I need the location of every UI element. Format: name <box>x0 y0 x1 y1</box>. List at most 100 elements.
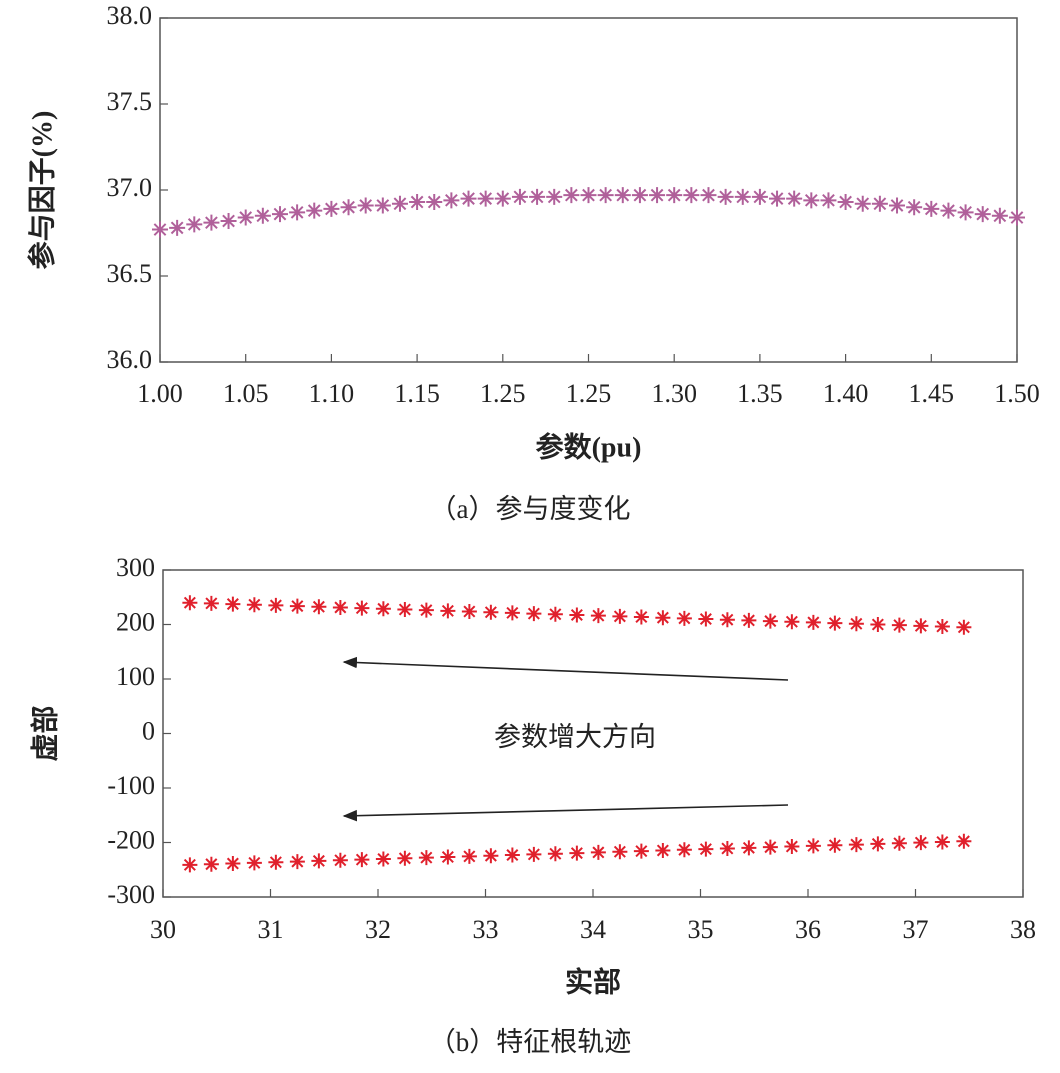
x-tick-label: 30 <box>150 915 176 944</box>
marker <box>803 192 820 209</box>
marker <box>311 853 327 869</box>
marker <box>870 836 886 852</box>
marker <box>923 200 940 217</box>
marker <box>891 835 907 851</box>
marker <box>526 846 542 862</box>
marker <box>461 848 477 864</box>
marker <box>649 187 666 204</box>
annotation: 参数增大方向 <box>494 722 656 752</box>
marker <box>354 852 370 868</box>
marker <box>182 857 198 873</box>
marker <box>494 190 511 207</box>
y-tick-label: -300 <box>107 880 155 909</box>
marker <box>870 617 886 632</box>
marker <box>426 194 443 211</box>
marker <box>182 595 198 611</box>
x-tick-label: 38 <box>1010 915 1036 944</box>
marker <box>854 195 871 212</box>
marker <box>440 849 456 865</box>
marker <box>614 187 631 204</box>
marker <box>940 202 957 219</box>
marker <box>268 854 284 870</box>
marker <box>440 603 456 619</box>
marker <box>957 204 974 221</box>
marker <box>786 190 803 207</box>
marker <box>871 195 888 212</box>
marker <box>597 187 614 204</box>
marker <box>891 617 907 633</box>
marker <box>700 187 717 204</box>
marker <box>504 847 520 863</box>
marker <box>563 187 580 204</box>
marker <box>698 611 714 627</box>
x-tick-label: 1.10 <box>309 379 355 408</box>
x-tick-label: 1.35 <box>737 379 783 408</box>
marker <box>461 604 477 620</box>
marker <box>827 837 843 853</box>
marker <box>220 212 237 229</box>
marker <box>655 842 671 858</box>
x-tick-label: 36 <box>795 915 821 944</box>
marker <box>612 608 628 624</box>
x-tick-label: 32 <box>365 915 391 944</box>
marker <box>666 187 683 204</box>
marker <box>889 197 906 214</box>
marker <box>254 207 271 224</box>
direction-arrow <box>342 804 789 822</box>
marker <box>477 190 494 207</box>
x-tick-label: 34 <box>580 915 606 944</box>
marker <box>974 206 991 223</box>
x-tick-label: 31 <box>258 915 284 944</box>
marker <box>784 614 800 630</box>
marker <box>590 844 606 860</box>
marker <box>734 188 751 205</box>
marker <box>820 192 837 209</box>
marker <box>460 190 477 207</box>
marker <box>934 834 950 850</box>
direction-arrow <box>342 656 789 681</box>
marker <box>203 595 219 611</box>
marker <box>698 841 714 857</box>
marker <box>225 596 241 612</box>
marker <box>397 850 413 866</box>
marker <box>751 188 768 205</box>
marker <box>306 202 323 219</box>
marker <box>375 601 391 617</box>
marker <box>332 852 348 868</box>
y-axis-label: 参与因子(%) <box>25 111 58 270</box>
marker <box>956 833 972 849</box>
marker <box>633 843 649 859</box>
marker <box>784 839 800 855</box>
marker <box>332 599 348 615</box>
marker <box>289 598 305 614</box>
y-tick-label: 36.0 <box>107 345 153 374</box>
x-axis-label: 参数(pu) <box>536 430 642 463</box>
y-tick-label: 38.0 <box>107 1 153 30</box>
marker <box>934 619 950 635</box>
marker <box>547 606 563 622</box>
y-tick-label: 300 <box>116 553 155 582</box>
x-tick-label: 33 <box>473 915 499 944</box>
marker <box>354 600 370 616</box>
marker <box>805 838 821 854</box>
marker <box>186 216 203 233</box>
marker <box>631 187 648 204</box>
y-tick-label: 37.5 <box>107 87 153 116</box>
marker <box>837 194 854 211</box>
marker <box>913 835 929 851</box>
marker <box>169 219 186 236</box>
marker <box>152 221 168 238</box>
marker <box>246 855 262 871</box>
marker <box>374 197 391 214</box>
marker <box>741 612 757 628</box>
marker <box>676 842 692 858</box>
marker <box>483 848 499 864</box>
marker <box>246 597 262 613</box>
marker <box>741 840 757 856</box>
marker <box>391 195 408 212</box>
x-tick-label: 1.25 <box>566 379 612 408</box>
marker <box>237 209 254 226</box>
y-tick-label: -100 <box>107 771 155 800</box>
y-tick-label: 37.0 <box>107 173 153 202</box>
x-tick-label: 1.50 <box>994 379 1040 408</box>
